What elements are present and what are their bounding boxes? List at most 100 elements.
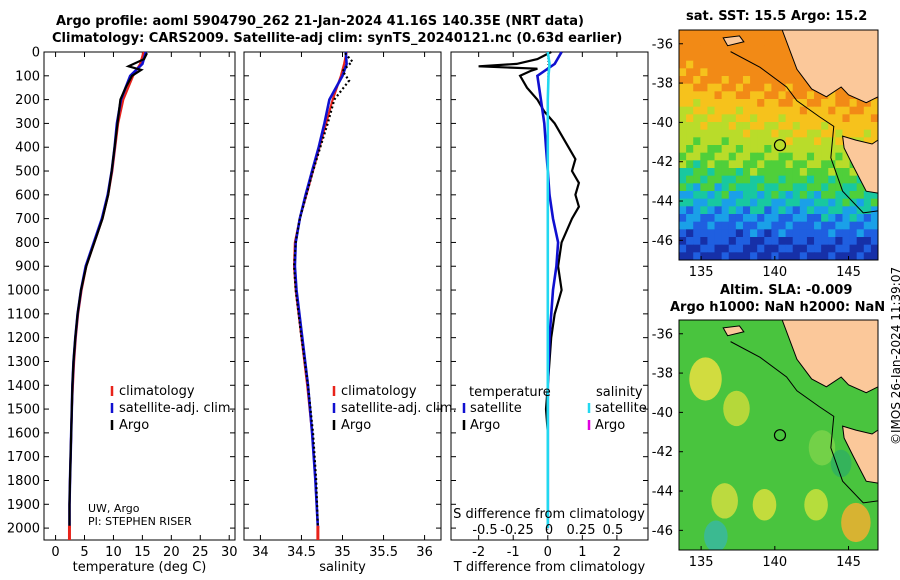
map-xtick-label: 135	[689, 555, 714, 570]
map-sst	[678, 29, 879, 261]
bathymetry-contour	[730, 51, 878, 214]
sla-anomaly	[808, 430, 836, 466]
map-ytick-label: -38	[652, 367, 673, 382]
map-ytick-label: -46	[652, 234, 673, 249]
xtick-label: 35.5	[369, 545, 398, 560]
sla-anomaly	[841, 502, 871, 543]
land-island	[722, 35, 745, 47]
ytick-label: 1100	[7, 307, 40, 322]
sla-anomaly	[804, 489, 828, 521]
xtick-label: 2	[613, 545, 621, 560]
sst-map-title: sat. SST: 15.5 Argo: 15.2	[686, 9, 868, 24]
land-island	[722, 325, 745, 337]
sla-anomaly	[711, 483, 738, 519]
xtick-label: 5	[80, 545, 88, 560]
sla-anomaly	[704, 520, 728, 550]
xtick-label: 0	[51, 545, 59, 560]
sla-map-title-1: Altim. SLA: -0.009	[720, 283, 853, 298]
ytick-label: 1800	[7, 474, 40, 489]
ytick-label: 900	[15, 260, 40, 275]
bathymetry-contour	[730, 341, 878, 504]
map-ytick-label: -36	[652, 327, 673, 342]
xtick-label: 25	[192, 545, 209, 560]
ytick-label: 1300	[7, 355, 40, 370]
land-tasmania	[842, 425, 878, 484]
panel-frame-2	[450, 51, 649, 541]
ytick-label: 1200	[7, 331, 40, 346]
x-axis-label: temperature (deg C)	[73, 560, 207, 575]
legend-label-diff-0-0: satellite	[470, 401, 522, 416]
sla-map-title-2: Argo h1000: NaN h2000: NaN	[670, 300, 886, 315]
ytick-label: 1900	[7, 498, 40, 513]
xtick-label: 30	[221, 545, 238, 560]
land-mainland	[781, 320, 878, 394]
x2-axis-label: S difference from climatology	[453, 507, 645, 522]
x2tick-label: -0.5	[472, 523, 497, 538]
map-ytick-label: -46	[652, 524, 673, 539]
ytick-label: 1600	[7, 426, 40, 441]
map-ytick-label: -42	[652, 445, 673, 460]
legend-label-diff-1-0: satellite	[595, 401, 647, 416]
ytick-label: 600	[15, 188, 40, 203]
map-ytick-label: -36	[652, 37, 673, 52]
map-sla	[678, 319, 879, 551]
x2tick-label: -0.25	[500, 523, 534, 538]
ytick-label: 1000	[7, 284, 40, 299]
x2tick-label: 0.5	[603, 523, 624, 538]
series-argo	[292, 52, 354, 529]
ytick-label: 300	[15, 117, 40, 132]
map-ytick-label: -44	[652, 485, 673, 500]
sla-anomaly	[830, 449, 852, 478]
x-axis-label: T difference from climatology	[453, 560, 646, 575]
x2tick-label: 0.25	[567, 523, 596, 538]
legend-title-salinity: salinity	[596, 385, 643, 400]
series-argo	[68, 52, 148, 529]
map-frame	[678, 29, 879, 261]
xtick-label: 20	[163, 545, 180, 560]
annotation-pi: PI: STEPHEN RISER	[88, 515, 192, 528]
map-xtick-label: 145	[836, 555, 861, 570]
xtick-label: -2	[472, 545, 485, 560]
ytick-label: 100	[15, 69, 40, 84]
land-mainland	[781, 30, 878, 104]
land-tasmania	[842, 135, 878, 194]
argo-position-marker	[773, 139, 787, 152]
xtick-label: 10	[105, 545, 122, 560]
legend-label-1: satellite-adj. clim.	[119, 401, 235, 416]
map-ytick-label: -38	[652, 77, 673, 92]
ytick-label: 1400	[7, 379, 40, 394]
xtick-label: 35	[334, 545, 351, 560]
title-line-2: Climatology: CARS2009. Satellite-adj cli…	[52, 31, 623, 46]
map-xtick-label: 140	[762, 265, 787, 280]
ytick-label: 1700	[7, 450, 40, 465]
legend-title-temperature: temperature	[469, 385, 551, 400]
series-s-satellite	[546, 51, 551, 529]
map-ytick-label: -44	[652, 195, 673, 210]
x-axis-label: salinity	[319, 560, 366, 575]
ytick-label: 500	[15, 165, 40, 180]
x2tick-label: 0	[545, 523, 553, 538]
sla-anomaly	[752, 489, 777, 521]
map-ytick-label: -40	[652, 116, 673, 131]
series-satellite-adj--clim-	[293, 51, 348, 529]
annotation-uw: UW, Argo	[88, 502, 140, 515]
legend-label-2: Argo	[341, 418, 371, 433]
ytick-label: 1500	[7, 403, 40, 418]
panel-frame-1	[243, 51, 442, 541]
xtick-label: 15	[134, 545, 151, 560]
legend-label-diff-1-1: Argo	[595, 418, 625, 433]
title-line-1: Argo profile: aoml 5904790_262 21-Jan-20…	[56, 14, 584, 29]
xtick-label: 34	[252, 545, 269, 560]
ytick-label: 400	[15, 141, 40, 156]
xtick-label: -1	[507, 545, 520, 560]
ytick-label: 200	[15, 93, 40, 108]
map-xtick-label: 145	[836, 265, 861, 280]
legend-label-2: Argo	[119, 418, 149, 433]
map-xtick-label: 135	[689, 265, 714, 280]
imos-stamp: ©IMOS 26-Jan-2024 11:39:07	[889, 266, 900, 445]
xtick-label: 36	[416, 545, 433, 560]
map-frame	[678, 319, 879, 551]
panel-frame-0	[43, 51, 236, 541]
argo-position-marker	[773, 429, 787, 442]
